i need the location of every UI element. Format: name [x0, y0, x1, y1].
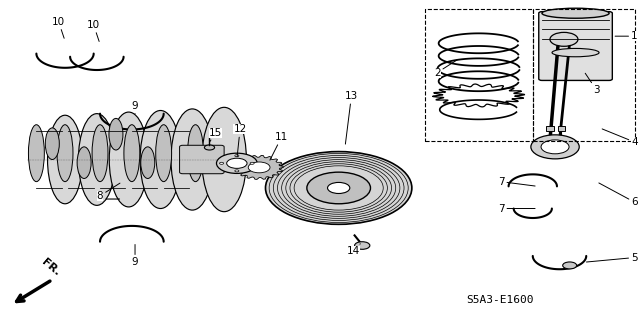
Bar: [532, 9, 635, 141]
Circle shape: [307, 172, 371, 204]
Ellipse shape: [45, 128, 60, 160]
Ellipse shape: [78, 114, 115, 205]
Circle shape: [216, 153, 257, 174]
Circle shape: [235, 170, 239, 172]
Circle shape: [328, 182, 350, 194]
Text: 2: 2: [434, 60, 457, 78]
Ellipse shape: [47, 115, 83, 204]
Text: 10: 10: [87, 20, 100, 41]
Text: 15: 15: [209, 128, 223, 142]
Ellipse shape: [188, 125, 204, 182]
Text: 13: 13: [345, 91, 358, 144]
Text: 8: 8: [97, 183, 120, 201]
Circle shape: [204, 145, 214, 150]
FancyBboxPatch shape: [539, 12, 612, 80]
Text: S5A3-E1600: S5A3-E1600: [466, 295, 534, 305]
Circle shape: [550, 33, 578, 46]
Text: 9: 9: [132, 101, 138, 114]
Bar: [424, 9, 532, 141]
Circle shape: [266, 152, 412, 224]
Text: 7: 7: [498, 204, 535, 213]
Circle shape: [355, 242, 370, 249]
Ellipse shape: [109, 118, 123, 150]
Ellipse shape: [552, 48, 599, 57]
Ellipse shape: [77, 147, 91, 178]
Circle shape: [250, 162, 254, 164]
Text: 7: 7: [498, 177, 535, 187]
Text: 12: 12: [234, 124, 246, 157]
Circle shape: [227, 158, 247, 168]
Circle shape: [563, 262, 577, 269]
Circle shape: [220, 162, 223, 164]
Text: 1: 1: [615, 31, 638, 41]
Polygon shape: [235, 155, 284, 179]
Ellipse shape: [141, 147, 155, 178]
Text: 4: 4: [602, 129, 638, 147]
Text: 11: 11: [270, 132, 288, 160]
FancyBboxPatch shape: [557, 126, 565, 131]
Ellipse shape: [156, 125, 172, 182]
Ellipse shape: [92, 125, 108, 182]
Text: 14: 14: [347, 244, 360, 256]
Text: 3: 3: [585, 73, 600, 95]
FancyBboxPatch shape: [546, 126, 554, 131]
Ellipse shape: [57, 125, 73, 182]
Ellipse shape: [109, 112, 148, 207]
Circle shape: [541, 140, 569, 154]
Text: 6: 6: [599, 183, 638, 207]
Text: 10: 10: [52, 17, 65, 38]
Ellipse shape: [140, 110, 181, 209]
Text: 9: 9: [132, 244, 138, 267]
Ellipse shape: [124, 125, 140, 182]
Text: 5: 5: [586, 253, 638, 263]
Circle shape: [235, 155, 239, 157]
Ellipse shape: [542, 8, 609, 18]
Circle shape: [531, 135, 579, 159]
Circle shape: [248, 162, 270, 173]
Ellipse shape: [202, 107, 246, 212]
Ellipse shape: [171, 109, 214, 210]
Ellipse shape: [28, 125, 44, 182]
FancyBboxPatch shape: [180, 145, 224, 174]
Text: FR.: FR.: [40, 257, 61, 278]
